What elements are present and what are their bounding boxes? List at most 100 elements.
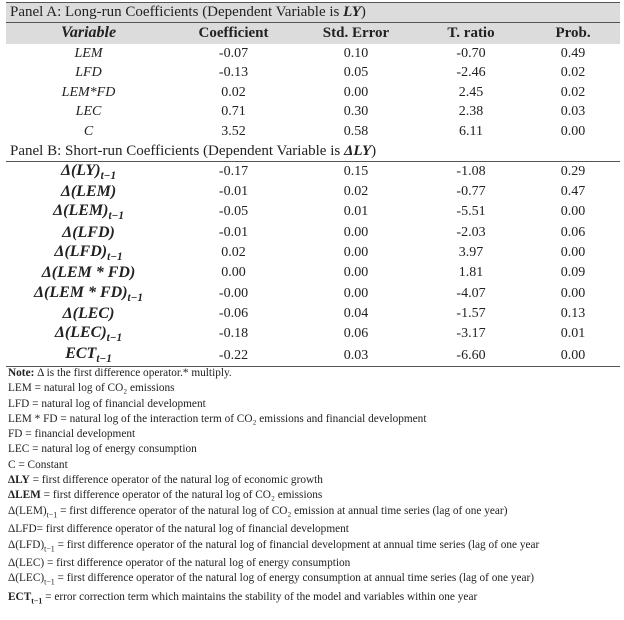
variable-name: Δ(LEM * FD)	[33, 283, 128, 301]
variable-subscript: t−1	[106, 332, 123, 345]
variable-cell: Δ(LY)t−1	[6, 161, 171, 183]
value-cell: 0.15	[296, 161, 416, 183]
value-cell: -0.01	[171, 182, 296, 203]
text-segment: = error correction term which maintains …	[42, 590, 478, 603]
value-cell: 6.11	[416, 122, 526, 142]
value-cell: -0.18	[171, 323, 296, 346]
data-row: LEM*FD 0.02 0.00 2.45 0.02	[6, 83, 621, 103]
data-row: ECTt−1 -0.22 0.03 -6.60 0.00	[6, 344, 621, 367]
value-cell: 0.00	[296, 263, 416, 284]
value-cell: -0.05	[171, 201, 296, 224]
variable-name: Δ(LEC)	[62, 305, 115, 322]
text-segment: = first difference operator of the natur…	[57, 504, 508, 517]
variable-name: LEC	[75, 104, 102, 120]
value-cell: 0.00	[171, 263, 296, 284]
variable-name: LFD	[75, 65, 102, 81]
text-segment: LEM * FD = natural log of the interactio…	[8, 412, 427, 425]
value-cell: -2.03	[416, 222, 526, 243]
variable-cell: Δ(LEM)	[6, 182, 171, 203]
value-cell: -6.60	[416, 344, 526, 367]
value-cell: 0.71	[171, 102, 296, 123]
value-cell: 2.45	[416, 83, 526, 103]
variable-name: Δ(LEM * FD)	[41, 264, 136, 282]
value-cell: 0.30	[296, 102, 416, 123]
value-cell: -0.22	[171, 344, 296, 367]
text-segment: LEC = natural log of energy consumption	[8, 443, 197, 456]
value-cell: -0.06	[171, 304, 296, 325]
panel-title: Panel B: Short-run Coefficients (Depende…	[6, 141, 621, 162]
variable-cell: ECTt−1	[6, 344, 171, 367]
column-header: Variable	[6, 22, 171, 45]
data-row: LEC 0.71 0.30 2.38 0.03	[6, 102, 621, 123]
text-segment: ΔLY	[343, 142, 372, 159]
text-segment: LFD = natural log of financial developme…	[8, 397, 206, 410]
variable-name: LEM*FD	[61, 84, 116, 100]
value-cell: 0.05	[296, 63, 416, 84]
variable-cell: Δ(LEM)t−1	[6, 201, 171, 224]
value-cell: -0.07	[171, 44, 296, 64]
variable-name: Δ(LEM)	[53, 202, 109, 220]
value-cell: 0.58	[296, 122, 416, 142]
value-cell: -4.07	[416, 283, 526, 305]
value-cell: -0.17	[171, 161, 296, 183]
value-cell: -0.13	[171, 63, 296, 84]
text-segment: = first difference operator of the natur…	[29, 474, 323, 487]
variable-name: ECT	[65, 345, 97, 363]
value-cell: -3.17	[416, 323, 526, 346]
text-segment: = first difference operator of the natur…	[40, 489, 323, 502]
value-cell: 0.02	[296, 182, 416, 203]
variable-cell: LEM	[6, 44, 171, 64]
data-row: C 3.52 0.58 6.11 0.00	[6, 122, 621, 142]
value-cell: 0.02	[526, 63, 621, 84]
value-cell: 0.01	[296, 201, 416, 224]
value-cell: 0.00	[296, 242, 416, 265]
value-cell: -1.57	[416, 304, 526, 325]
value-cell: 0.02	[171, 242, 296, 265]
value-cell: 0.00	[526, 242, 621, 265]
text-segment: ΔLFD= first difference operator of the n…	[8, 523, 349, 536]
text-segment: ΔLY	[8, 474, 30, 487]
variable-name: Δ(LFD)	[62, 223, 115, 241]
value-cell: -0.01	[171, 222, 296, 243]
value-cell: 0.10	[296, 44, 416, 64]
note-line: ΔLY = first difference operator of the n…	[8, 473, 624, 488]
variable-cell: Δ(LEC)	[6, 304, 171, 325]
column-header: Prob.	[526, 22, 621, 45]
value-cell: 0.00	[296, 83, 416, 103]
value-cell: -5.51	[416, 201, 526, 224]
value-cell: 0.13	[526, 304, 621, 325]
variable-name: Δ(LEC)	[54, 324, 107, 342]
panel-title: Panel A: Long-run Coefficients (Dependen…	[6, 2, 621, 23]
variable-cell: Δ(LEM * FD)	[6, 263, 171, 284]
text-segment: ΔLEM	[8, 489, 41, 502]
value-cell: -0.77	[416, 182, 526, 203]
text-segment: LEM = natural log of CO₂ emissions	[8, 382, 175, 395]
data-row: Δ(LFD)t−1 0.02 0.00 3.97 0.00	[6, 242, 621, 265]
text-segment: t−1	[44, 577, 55, 587]
data-row: Δ(LEC)t−1 -0.18 0.06 -3.17 0.01	[6, 323, 621, 346]
value-cell: 0.03	[296, 344, 416, 367]
variable-cell: C	[6, 122, 171, 142]
variable-cell: LEM*FD	[6, 83, 171, 103]
value-cell: 0.03	[526, 102, 621, 123]
note-line: Δ(LFD)t−1 = first difference operator of…	[8, 538, 624, 557]
note-line: Δ(LEC)t−1 = first difference operator of…	[8, 571, 624, 590]
text-segment: )	[371, 142, 377, 159]
value-cell: 0.49	[526, 44, 621, 64]
variable-cell: Δ(LEC)t−1	[6, 323, 171, 346]
table-body: Panel A: Long-run Coefficients (Dependen…	[6, 2, 621, 367]
data-row: Δ(LEC) -0.06 0.04 -1.57 0.13	[6, 304, 621, 325]
text-segment: C = Constant	[8, 458, 68, 471]
text-segment: = first difference operator of the natur…	[54, 572, 535, 585]
text-segment: )	[360, 3, 366, 20]
text-segment: ECT	[8, 590, 32, 603]
variable-name: LEM	[74, 45, 103, 61]
notes: Note: Δ is the first difference operator…	[8, 366, 624, 608]
value-cell: 0.04	[296, 304, 416, 325]
note-line: FD = financial development	[8, 427, 624, 442]
data-row: Δ(LEM) -0.01 0.02 -0.77 0.47	[6, 182, 621, 203]
value-cell: 0.06	[526, 222, 621, 243]
text-segment: Δ(LEM)	[8, 504, 47, 517]
variable-cell: Δ(LFD)	[6, 222, 171, 243]
data-row: LFD -0.13 0.05 -2.46 0.02	[6, 63, 621, 84]
